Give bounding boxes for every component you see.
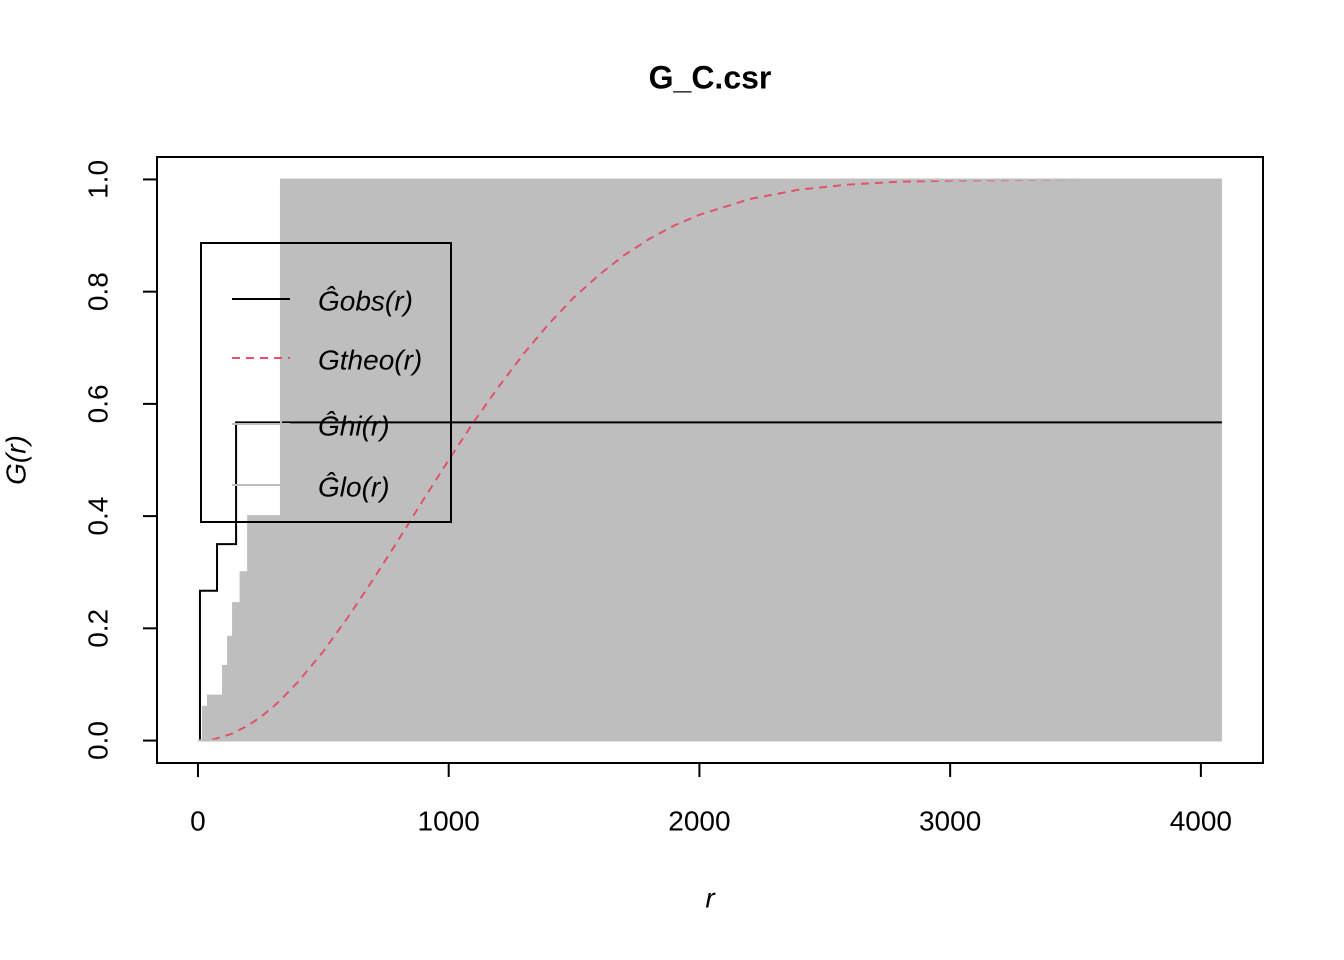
envelope-shade [197,179,1222,741]
series-line [197,421,1222,742]
legend-label: Ĝhi(r) [318,410,390,441]
legend-box [200,242,452,523]
legend-label: Gtheo(r) [318,344,422,375]
legend-label: Ĝlo(r) [318,471,390,502]
x-tick-label: 2000 [668,805,730,836]
y-axis-label: G(r) [0,435,31,485]
y-tick-label: 0.4 [82,497,113,536]
legend: Ĝobs(r) Gtheo(r) Ĝhi(r) Ĝlo(r) [200,242,452,523]
x-tick-label: 0 [190,805,206,836]
chart-title: G_C.csr [649,59,772,95]
series-line [197,178,1222,742]
x-axis-label: r [705,882,716,913]
y-tick-label: 0.8 [82,272,113,311]
y-tick-label: 0.6 [82,384,113,423]
legend-label: Ĝobs(r) [318,285,413,316]
y-tick-label: 0.2 [82,609,113,648]
y-tick-label: 0.0 [82,721,113,760]
y-tick-label: 1.0 [82,160,113,199]
x-tick-label: 1000 [418,805,480,836]
series-line [197,178,1222,742]
x-tick-label: 3000 [919,805,981,836]
x-tick-label: 4000 [1170,805,1232,836]
